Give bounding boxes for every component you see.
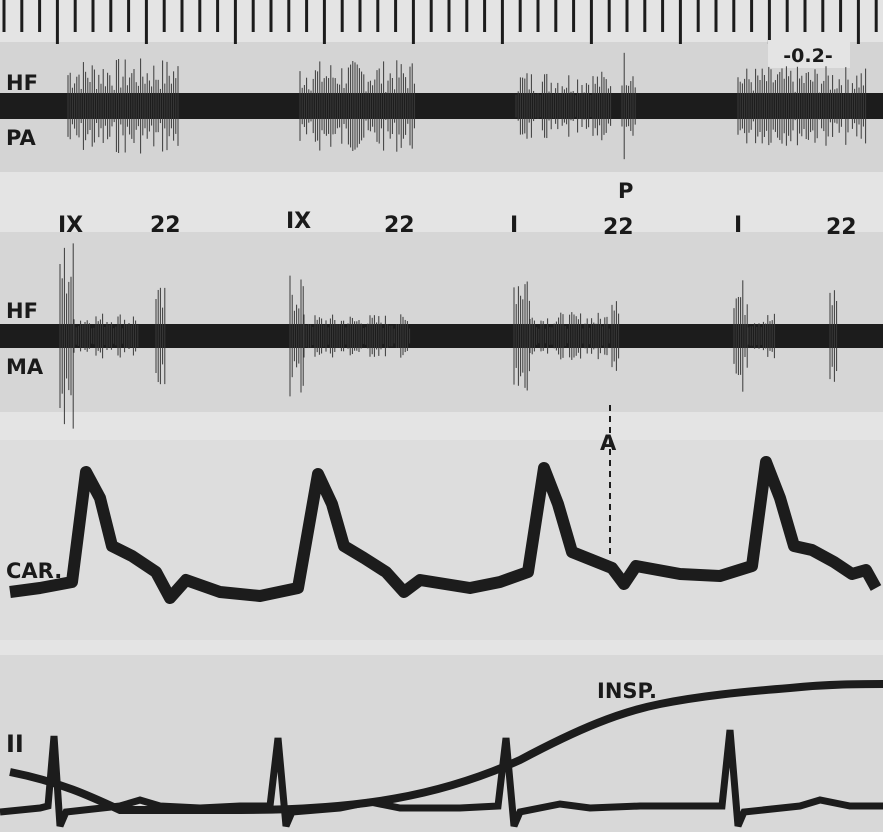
- inspiration-label: INSP.: [597, 679, 657, 703]
- sound-label-3-second: 22: [603, 215, 634, 240]
- sound-label-2-first: IX: [286, 209, 311, 234]
- inspiration-trace: [9, 680, 883, 814]
- hf-ma-label-bottom: MA: [6, 355, 44, 379]
- ecg-trace: [0, 729, 883, 828]
- hf-pa-baseline: [0, 93, 883, 119]
- hf-pa-label-bottom: PA: [6, 126, 36, 150]
- sound-label-3-first: I: [510, 213, 518, 238]
- time-ruler: [2, 0, 878, 44]
- hf-ma-trace: [59, 243, 838, 429]
- sound-label-2-second: 22: [384, 213, 415, 238]
- carotid-trace: [9, 456, 882, 604]
- sound-label-1-second: 22: [150, 213, 181, 238]
- sound-label-4-second: 22: [826, 215, 857, 240]
- lead-label: II: [6, 730, 24, 758]
- a-marker-label: A: [600, 431, 617, 455]
- sound-label-1-first: IX: [58, 213, 83, 238]
- hf-ma-label-top: HF: [6, 299, 38, 323]
- sound-label-4-first: I: [734, 213, 742, 238]
- carotid-label: CAR.: [6, 559, 62, 583]
- hf-pa-trace: [67, 52, 867, 160]
- time-marker-label: -0.2-: [783, 45, 832, 67]
- hf-pa-label-top: HF: [6, 71, 38, 95]
- p-marker-label: P: [618, 179, 633, 203]
